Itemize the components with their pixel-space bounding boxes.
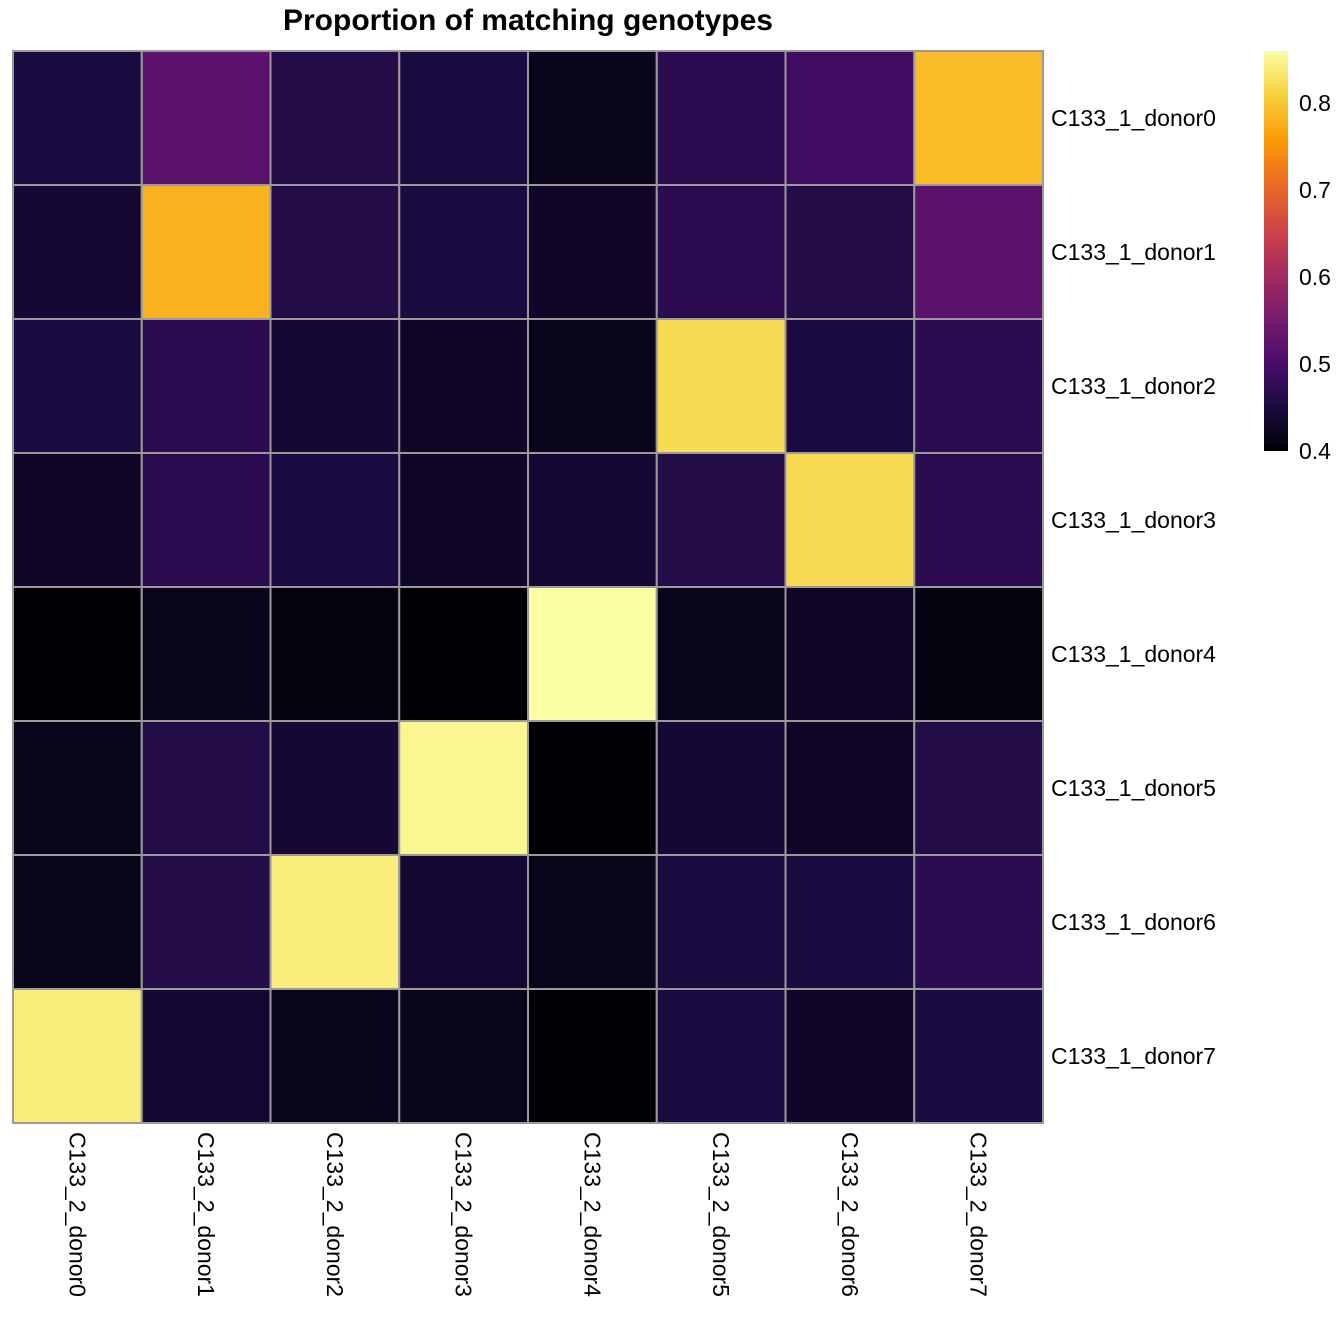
- heatmap-cell-r0-c1: [140, 50, 272, 186]
- heatmap-cell-r6-c3: [398, 854, 529, 990]
- heatmap-cell-r5-c2: [269, 720, 401, 856]
- legend-color-bar: [1264, 51, 1288, 451]
- heatmap-cell-r2-c0: [12, 318, 143, 454]
- heatmap-cell-r1-c4: [527, 184, 658, 320]
- heatmap-cell-r6-c1: [140, 854, 272, 990]
- heatmap-cell-r1-c3: [398, 184, 529, 320]
- column-labels: C133_2_donor0 C133_2_donor1 C133_2_donor2 C…: [64, 1132, 991, 1297]
- heatmap-cell-r7-c6: [784, 988, 916, 1124]
- legend-tick-label: 0.5: [1299, 351, 1331, 377]
- heatmap-cell-r5-c5: [655, 720, 787, 856]
- heatmap-cell-r2-c1: [140, 318, 272, 454]
- heatmap-cell-r1-c6: [784, 184, 916, 320]
- heatmap-cell-r3-c1: [140, 452, 272, 588]
- heatmap-cell-r3-c2: [269, 452, 401, 588]
- heatmap-cell-r0-c4: [527, 50, 658, 186]
- column-label: C133_2_donor4: [579, 1132, 605, 1297]
- heatmap-cell-r6-c2: [269, 854, 401, 990]
- heatmap-cell-r0-c7: [913, 50, 1044, 186]
- column-label: C133_2_donor5: [708, 1132, 734, 1297]
- heatmap-cell-r5-c4: [527, 720, 658, 856]
- heatmap-cell-r7-c4: [527, 988, 658, 1124]
- heatmap-cell-r1-c1: [140, 184, 272, 320]
- heatmap-cell-r5-c3: [398, 720, 529, 856]
- row-label: C133_1_donor2: [1051, 373, 1216, 399]
- heatmap-cell-r4-c4: [527, 586, 658, 722]
- heatmap-cell-r2-c5: [655, 318, 787, 454]
- heatmap-cell-r1-c2: [269, 184, 401, 320]
- heatmap-cell-r0-c5: [655, 50, 787, 186]
- column-label: C133_2_donor0: [64, 1132, 90, 1297]
- row-label: C133_1_donor6: [1051, 909, 1216, 935]
- heatmap-cell-r4-c7: [913, 586, 1044, 722]
- heatmap-cell-r7-c0: [12, 988, 143, 1124]
- heatmap-cell-r4-c6: [784, 586, 916, 722]
- legend-tick-label: 0.6: [1299, 264, 1331, 290]
- heatmap-cell-r3-c6: [784, 452, 916, 588]
- heatmap-cell-r0-c3: [398, 50, 529, 186]
- column-label: C133_2_donor3: [451, 1132, 477, 1297]
- heatmap-cell-r0-c2: [269, 50, 401, 186]
- heatmap-cell-r6-c6: [784, 854, 916, 990]
- heatmap-cell-r5-c1: [140, 720, 272, 856]
- row-label: C133_1_donor1: [1051, 239, 1216, 265]
- heatmap-cell-r6-c0: [12, 854, 143, 990]
- heatmap-cell-r4-c2: [269, 586, 401, 722]
- row-label: C133_1_donor4: [1051, 641, 1216, 667]
- heatmap-cell-r6-c4: [527, 854, 658, 990]
- heatmap-cell-r4-c0: [12, 586, 143, 722]
- heatmap-cell-r3-c7: [913, 452, 1044, 588]
- heatmap-cell-r4-c3: [398, 586, 529, 722]
- heatmap-cell-r2-c4: [527, 318, 658, 454]
- row-label: C133_1_donor5: [1051, 775, 1216, 801]
- heatmap-cell-r7-c1: [140, 988, 272, 1124]
- color-legend: 0.4 0.5 0.6 0.7 0.8: [1264, 51, 1331, 464]
- heatmap-cell-r6-c5: [655, 854, 787, 990]
- heatmap-cell-r0-c6: [784, 50, 916, 186]
- heatmap-cell-r2-c2: [269, 318, 401, 454]
- legend-tick-label: 0.7: [1299, 177, 1331, 203]
- legend-tick-label: 0.4: [1299, 438, 1331, 464]
- heatmap-cells: [12, 50, 1044, 1124]
- column-label: C133_2_donor1: [193, 1132, 219, 1297]
- heatmap-cell-r3-c0: [12, 452, 143, 588]
- heatmap-cell-r3-c5: [655, 452, 787, 588]
- heatmap-cell-r2-c3: [398, 318, 529, 454]
- row-label: C133_1_donor7: [1051, 1043, 1216, 1069]
- heatmap-cell-r4-c1: [140, 586, 272, 722]
- row-label: C133_1_donor0: [1051, 105, 1216, 131]
- heatmap-cell-r1-c5: [655, 184, 787, 320]
- chart-title: Proportion of matching genotypes: [283, 4, 773, 37]
- heatmap-cell-r1-c0: [12, 184, 143, 320]
- heatmap-cell-r7-c7: [913, 988, 1044, 1124]
- heatmap-cell-r6-c7: [913, 854, 1044, 990]
- row-label: C133_1_donor3: [1051, 507, 1216, 533]
- heatmap-cell-r4-c5: [655, 586, 787, 722]
- heatmap-cell-r5-c6: [784, 720, 916, 856]
- heatmap-cell-r7-c2: [269, 988, 401, 1124]
- heatmap-cell-r1-c7: [913, 184, 1044, 320]
- legend-tick-label: 0.8: [1299, 90, 1331, 116]
- heatmap-cell-r2-c6: [784, 318, 916, 454]
- heatmap-cell-r5-c7: [913, 720, 1044, 856]
- heatmap-cell-r2-c7: [913, 318, 1044, 454]
- column-label: C133_2_donor6: [837, 1132, 863, 1297]
- heatmap-cell-r3-c4: [527, 452, 658, 588]
- heatmap-cell-r3-c3: [398, 452, 529, 588]
- column-label: C133_2_donor2: [322, 1132, 348, 1297]
- heatmap-cell-r5-c0: [12, 720, 143, 856]
- heatmap-cell-r7-c5: [655, 988, 787, 1124]
- row-labels: C133_1_donor0 C133_1_donor1 C133_1_donor2 C…: [1051, 105, 1216, 1069]
- column-label: C133_2_donor7: [966, 1132, 992, 1297]
- heatmap-cell-r0-c0: [12, 50, 143, 186]
- heatmap-cell-r7-c3: [398, 988, 529, 1124]
